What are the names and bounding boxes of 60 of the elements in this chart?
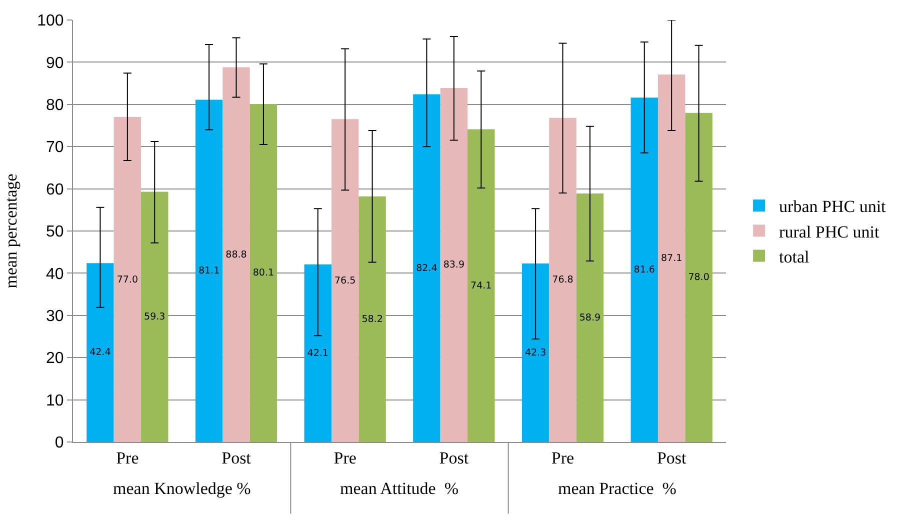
y-tick-label: 10: [46, 392, 64, 410]
x-tick-label: Post: [656, 448, 686, 468]
data-label: 58.9: [579, 312, 601, 324]
text: mean Knowledge %: [113, 479, 251, 498]
x-tick-label: Post: [222, 448, 252, 468]
bar: [630, 98, 658, 442]
bar: [358, 196, 386, 442]
data-label: 42.1: [307, 348, 328, 359]
legend-label: urban PHC unit: [779, 197, 886, 216]
data-label: 74.1: [470, 280, 492, 292]
y-tick-label: 60: [46, 181, 64, 198]
data-label: 81.1: [198, 266, 220, 277]
bar: [413, 94, 440, 442]
bar: [304, 264, 332, 442]
data-label: 76.5: [334, 275, 356, 286]
x-tick-label: Post: [439, 448, 469, 468]
bar: [685, 112, 712, 442]
x-tick-label: Pre: [116, 448, 139, 468]
y-tick-label: 0: [54, 434, 64, 452]
data-label: 76.8: [552, 274, 574, 286]
y-tick-label: 20: [46, 350, 64, 368]
data-label: 80.1: [252, 268, 274, 279]
bar: [440, 88, 468, 442]
data-label: 77.0: [116, 274, 138, 286]
legend-label: total: [779, 247, 810, 266]
y-axis-title: mean percentage: [2, 174, 21, 288]
y-tick-label: 40: [46, 266, 64, 283]
bar: [86, 263, 114, 442]
data-label: 42.3: [524, 347, 546, 358]
bar: [522, 263, 550, 442]
y-tick-label: 80: [46, 97, 64, 114]
data-label: 82.4: [416, 262, 438, 274]
bar: [549, 118, 576, 442]
data-label: 78.0: [688, 272, 710, 284]
y-tick-label: 30: [46, 308, 64, 325]
bar: [658, 74, 686, 442]
bar: [331, 119, 359, 442]
x-tick-label: Pre: [334, 448, 356, 468]
y-tick-label: 50: [46, 224, 64, 241]
data-label: 87.1: [660, 252, 682, 264]
bar: [222, 67, 250, 442]
data-label: 83.9: [443, 260, 465, 271]
text: mean Attitude %: [340, 479, 459, 498]
data-label: 59.3: [144, 312, 166, 323]
y-tick-label: 100: [37, 12, 64, 30]
data-label: 88.8: [226, 249, 247, 260]
text: mean Practice %: [558, 479, 676, 498]
bar: [468, 129, 495, 442]
y-tick-label: 70: [46, 139, 64, 156]
bar: [576, 193, 604, 442]
bar: [141, 192, 168, 442]
bar: [114, 117, 142, 442]
data-label: 58.2: [362, 314, 383, 325]
data-label: 42.4: [90, 347, 111, 358]
legend-label: rural PHC unit: [779, 222, 880, 242]
data-label: 81.6: [634, 264, 655, 276]
bar: [250, 104, 278, 442]
y-tick-label: 90: [46, 54, 64, 72]
bar: [195, 100, 223, 442]
x-tick-label: Pre: [551, 448, 574, 468]
